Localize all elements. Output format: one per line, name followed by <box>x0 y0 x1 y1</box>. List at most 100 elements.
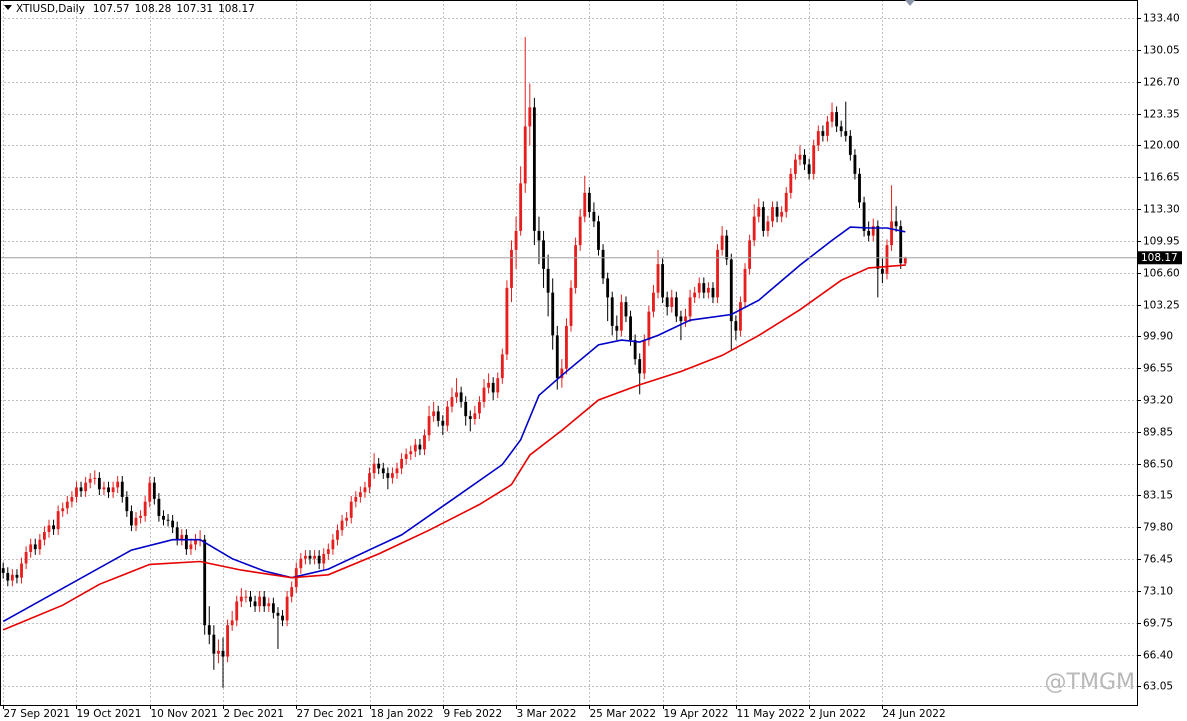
x-tick-label: 27 Sep 2021 <box>4 708 71 720</box>
y-tick-label: 99.90 <box>1143 331 1173 343</box>
candle-body <box>326 549 330 554</box>
x-tick-label: 10 Nov 2021 <box>151 708 218 720</box>
plot-frame <box>0 0 1138 706</box>
candle-body <box>812 145 816 174</box>
candle-body <box>661 264 665 298</box>
y-tick-label: 63.05 <box>1143 681 1173 693</box>
candle-body <box>358 492 362 497</box>
candle-body <box>848 135 852 155</box>
candle-body <box>871 226 875 236</box>
y-tick-label: 89.85 <box>1143 427 1173 439</box>
candle-body <box>130 511 133 526</box>
candle-body <box>528 107 532 127</box>
candle-body <box>1 568 5 573</box>
candle-body <box>496 378 500 393</box>
grid <box>0 0 1137 705</box>
candle-body <box>542 240 545 269</box>
candle-body <box>450 397 454 407</box>
candle-body <box>578 216 582 246</box>
candle-body <box>120 481 124 497</box>
candle-body <box>597 221 600 250</box>
candle-body <box>276 612 280 616</box>
candle-body <box>175 527 179 540</box>
moving-average <box>2 264 906 631</box>
candle-body <box>38 539 42 550</box>
candle-body <box>70 496 74 502</box>
marks <box>0 37 1137 688</box>
axes: 133.40 130.05 126.70 123.35 120.00 116.65 113.… <box>3 13 1182 720</box>
candle-body <box>583 192 587 217</box>
header: XTIUSD,Daily 107.57 108.28 107.31 108.17 <box>4 3 255 15</box>
candle-body <box>555 335 559 379</box>
candle-body <box>665 297 669 307</box>
candle-body <box>322 553 326 564</box>
candle-body <box>853 154 857 174</box>
candle-body <box>830 112 834 122</box>
candle-body <box>510 249 513 288</box>
price-badge-label: 108.17 <box>1141 252 1178 264</box>
x-tick-label: 9 Feb 2022 <box>444 708 503 720</box>
candle-body <box>867 230 871 236</box>
candle-body <box>574 245 578 288</box>
candle-body <box>560 368 564 379</box>
candle-body <box>771 207 774 222</box>
y-tick-label: 116.65 <box>1143 172 1180 184</box>
y-tick-label: 79.80 <box>1143 522 1173 534</box>
candle-body <box>610 297 614 326</box>
candle-body <box>212 634 216 654</box>
candle-body <box>262 596 266 607</box>
candle-body <box>647 311 651 341</box>
candle-body <box>565 325 568 369</box>
candle-body <box>482 387 486 402</box>
candle-body <box>693 292 697 298</box>
candle-body <box>478 401 481 414</box>
candle-body <box>445 406 449 426</box>
candle-body <box>304 555 307 559</box>
candle-body <box>523 126 527 184</box>
candle-body <box>189 544 193 550</box>
candle-body <box>670 297 674 307</box>
candle-body <box>592 211 596 222</box>
candle-body <box>244 596 248 598</box>
candle-body <box>885 245 889 274</box>
candle-body <box>473 413 477 420</box>
candle-body <box>619 302 623 331</box>
x-tick-label: 2 Dec 2021 <box>224 708 284 720</box>
x-tick-label: 19 Oct 2021 <box>77 708 142 720</box>
candle-body <box>413 444 417 452</box>
x-tick-label: 19 Apr 2022 <box>664 708 729 720</box>
candle-body <box>894 221 898 227</box>
candle-body <box>436 411 440 421</box>
candle-body <box>52 525 55 530</box>
y-tick-label: 96.55 <box>1143 363 1173 375</box>
candle-body <box>569 287 573 326</box>
candle-body <box>308 555 312 559</box>
candle-body <box>221 650 225 657</box>
candle-body <box>546 268 550 293</box>
y-tick-label: 73.10 <box>1143 586 1173 598</box>
candle-body <box>880 268 884 274</box>
candle-body <box>551 292 555 336</box>
scroll-marker <box>905 0 915 6</box>
candle-body <box>514 230 518 250</box>
candle-body <box>116 481 120 488</box>
candle-body <box>340 520 344 531</box>
candle-body <box>349 501 353 518</box>
candle-body <box>903 257 907 264</box>
candle-body <box>102 487 106 490</box>
candle-body <box>862 202 866 231</box>
x-tick-label: 18 Jan 2022 <box>371 708 434 720</box>
candle-body <box>890 221 893 246</box>
candle-body <box>239 596 243 602</box>
candle-body <box>148 482 152 502</box>
candle-body <box>281 615 284 621</box>
symbol-label: XTIUSD,Daily <box>16 3 85 15</box>
candle-body <box>107 487 110 493</box>
y-tick-label: 86.50 <box>1143 459 1173 471</box>
candle-body <box>285 596 289 621</box>
candle-body <box>111 487 115 493</box>
candle-body <box>821 131 825 136</box>
candle-body <box>184 534 188 550</box>
candle-body <box>729 259 733 322</box>
